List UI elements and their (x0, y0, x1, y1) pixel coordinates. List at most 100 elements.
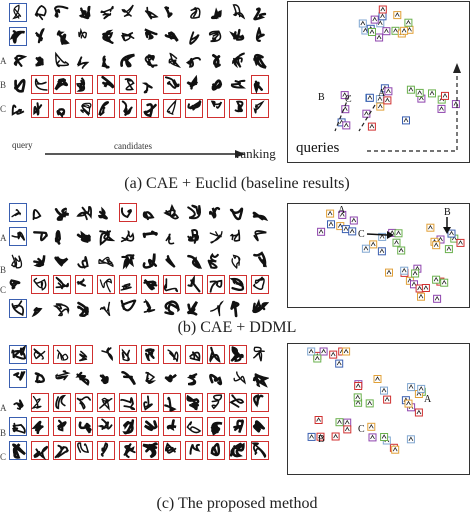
candidate-glyph (163, 417, 181, 436)
embedding-point (411, 269, 420, 278)
candidate-glyph (119, 3, 137, 22)
query-glyph (9, 299, 27, 318)
embedding-point (404, 399, 413, 408)
embedding-point (370, 15, 379, 24)
embedding-point (342, 347, 351, 356)
candidate-glyph (185, 251, 203, 270)
candidate-glyph (207, 441, 225, 460)
embedding-point (348, 227, 357, 236)
candidate-glyph (141, 251, 159, 270)
candidate-glyph (163, 27, 181, 46)
embedding-point (365, 93, 374, 102)
candidate-glyph (75, 227, 93, 246)
candidate-glyph (119, 227, 137, 246)
candidate-glyph (31, 345, 49, 364)
candidate-glyph (141, 3, 159, 22)
candidate-glyph (97, 393, 115, 412)
candidate-glyph (185, 441, 203, 460)
candidate-glyph (185, 203, 203, 222)
candidate-glyph (141, 417, 159, 436)
candidate-glyph (141, 441, 159, 460)
candidate-glyph (31, 75, 49, 94)
candidate-glyph (251, 203, 269, 222)
embedding-point (384, 87, 393, 96)
query-glyph (9, 227, 27, 246)
candidate-glyph (31, 441, 49, 460)
candidate-glyph (31, 3, 49, 22)
embedding-point (391, 445, 400, 454)
query-glyph (9, 369, 27, 388)
candidate-glyph (141, 227, 159, 246)
embedding-point (437, 104, 446, 113)
candidate-glyph (141, 299, 159, 318)
embedding-point (426, 223, 435, 232)
candidate-glyph (97, 227, 115, 246)
candidate-glyph (163, 345, 181, 364)
candidate-glyph (97, 51, 115, 70)
candidate-glyph (119, 75, 137, 94)
embedding-point (444, 245, 453, 254)
embedding-point (340, 91, 349, 100)
candidate-glyph (207, 299, 225, 318)
query-glyph (9, 345, 27, 364)
candidate-glyph (229, 3, 247, 22)
candidate-glyph (75, 251, 93, 270)
candidate-glyph (119, 393, 137, 412)
candidate-glyph (251, 3, 269, 22)
embedding-point (410, 280, 418, 289)
candidate-glyph (97, 299, 115, 318)
candidate-glyph (97, 441, 115, 460)
scatter-plot-b (287, 203, 470, 308)
embedding-point (432, 275, 441, 284)
ranking-arrow (45, 150, 245, 158)
candidate-glyph (185, 345, 203, 364)
candidate-glyph (163, 393, 181, 412)
candidate-glyph (251, 417, 269, 436)
query-glyph (9, 203, 27, 222)
embedding-point (380, 386, 388, 395)
candidate-glyph (185, 3, 203, 22)
candidate-glyph (31, 299, 49, 318)
candidate-glyph (75, 27, 93, 46)
candidate-glyph (229, 227, 247, 246)
embedding-point (349, 216, 358, 225)
embedding-point (319, 347, 328, 356)
candidate-glyph (251, 227, 269, 246)
candidate-glyph (53, 99, 71, 118)
candidate-glyph (207, 251, 225, 270)
candidate-glyph (53, 3, 71, 22)
candidate-glyph (229, 417, 247, 436)
embedding-point (338, 210, 347, 219)
candidate-glyph (119, 27, 137, 46)
embedding-point (314, 416, 323, 424)
retrieval-grid-a (5, 3, 275, 123)
row-label-c: C (0, 104, 7, 114)
candidate-glyph (163, 99, 181, 118)
candidate-glyph (31, 275, 49, 294)
scatter-label-c: C (345, 94, 352, 105)
candidate-glyph (163, 299, 181, 318)
axis-candidates-label: candidates (114, 141, 152, 151)
embedding-point (377, 247, 386, 256)
candidate-glyph (75, 369, 93, 388)
embedding-point (383, 395, 392, 404)
candidate-glyph (207, 27, 225, 46)
candidate-glyph (141, 75, 159, 94)
candidate-glyph (251, 345, 269, 364)
candidate-glyph (119, 369, 137, 388)
embedding-point (331, 432, 340, 441)
candidate-glyph (31, 203, 49, 222)
embedding-point (383, 96, 392, 105)
candidate-glyph (53, 227, 71, 246)
embedding-point (378, 5, 387, 14)
embedding-point (447, 229, 456, 238)
embedding-point (368, 433, 377, 442)
candidate-glyph (229, 441, 247, 460)
candidate-glyph (141, 99, 159, 118)
embedding-point (406, 435, 415, 444)
embedding-point (380, 433, 389, 441)
candidate-glyph (53, 345, 71, 364)
query-glyph (9, 417, 27, 436)
candidate-glyph (31, 393, 49, 412)
candidate-glyph (53, 27, 71, 46)
